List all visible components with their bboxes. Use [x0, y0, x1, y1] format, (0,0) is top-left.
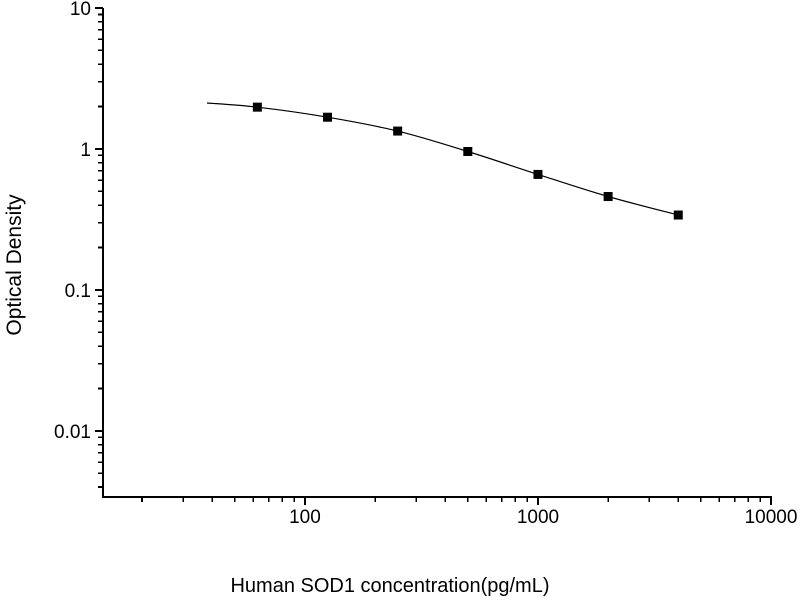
- y-tick-label: 0.1: [65, 281, 91, 302]
- y-tick-label: 10: [70, 0, 91, 20]
- data-point-marker: [533, 169, 543, 179]
- fit-curve: [206, 102, 679, 216]
- x-tick-label: 10000: [745, 507, 798, 528]
- x-tick-label: 100: [289, 507, 321, 528]
- y-tick-label: 1: [80, 140, 91, 161]
- x-axis-title: Human SOD1 concentration(pg/mL): [230, 575, 549, 597]
- data-point-marker: [393, 126, 403, 136]
- x-tick-label: 1000: [517, 507, 559, 528]
- data-point-marker: [252, 102, 262, 112]
- data-point-marker: [463, 146, 473, 156]
- y-tick-label: 0.01: [54, 422, 91, 443]
- y-axis-title: Optical Density: [3, 194, 26, 336]
- data-point-marker: [323, 112, 333, 122]
- data-point-marker: [603, 192, 613, 202]
- data-point-marker: [673, 210, 683, 220]
